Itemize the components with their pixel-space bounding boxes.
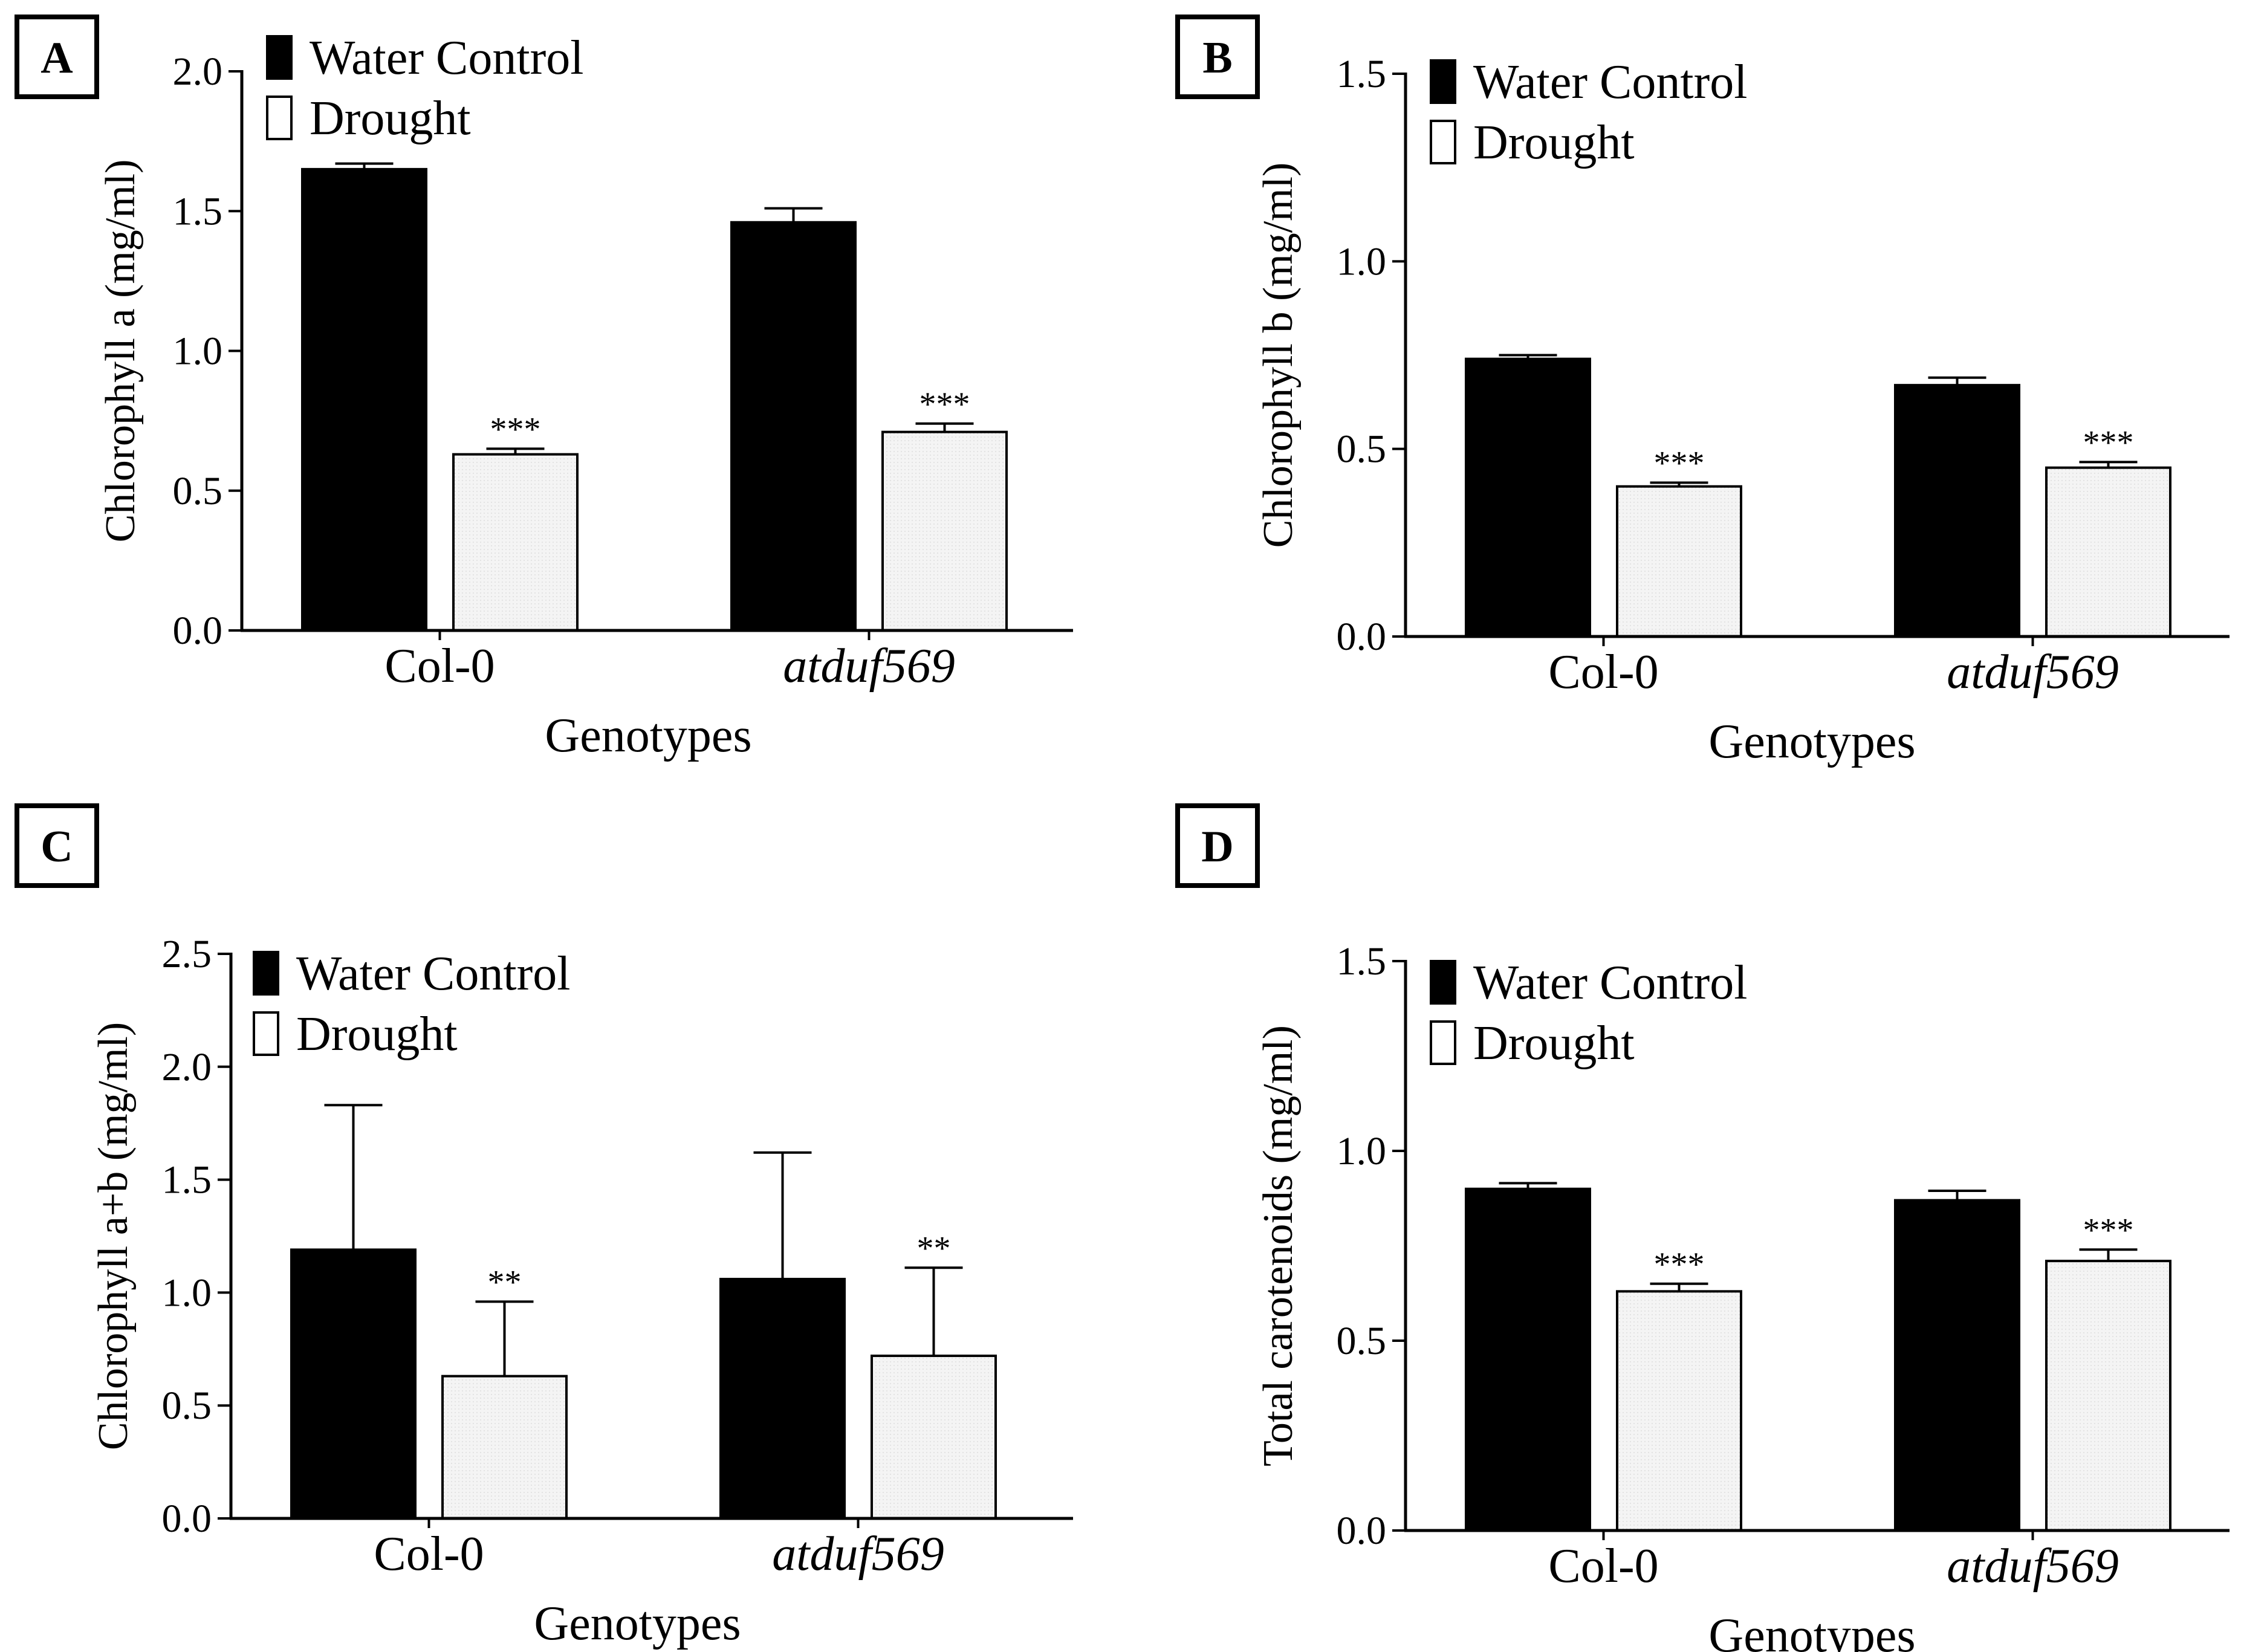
panel-b: B *** Col-0 *** atduf569 0.0 0.5 1.0 1.5 Chloroph…	[1175, 15, 2230, 768]
y-tick-label: 1.5	[173, 189, 223, 233]
bar-drought	[1616, 1290, 1742, 1532]
x-tick-label: atduf569	[783, 640, 955, 693]
panel-label: B	[1202, 33, 1232, 83]
legend-label-water-control: Water Control	[1473, 56, 1747, 109]
x-tick-label: atduf569	[772, 1527, 944, 1581]
bar-drought	[871, 1355, 997, 1520]
x-axis-title: Genotypes	[1708, 1609, 1915, 1652]
legend-label-drought: Drought	[310, 92, 471, 145]
y-tick-label: 0.0	[1337, 615, 1387, 659]
x-tick-label: atduf569	[1947, 646, 2118, 699]
legend: Water Control Drought	[266, 31, 583, 145]
legend-label-drought: Drought	[296, 1008, 458, 1061]
bar-water-control	[730, 221, 857, 632]
legend-swatch-water-control	[1430, 960, 1456, 1005]
y-tick-label: 0.5	[1337, 1319, 1387, 1363]
bar-water-control	[290, 1248, 417, 1520]
y-axis-title: Total carotenoids (mg/ml)	[1255, 1025, 1302, 1466]
x-axis-title: Genotypes	[534, 1597, 741, 1650]
y-tick-label: 1.5	[162, 1158, 212, 1202]
y-tick-label: 0.5	[162, 1384, 212, 1428]
y-tick-label: 1.0	[162, 1271, 212, 1315]
legend: Water Control Drought	[1430, 956, 1747, 1070]
panel-label-box	[15, 15, 99, 99]
panel-label: D	[1201, 822, 1233, 872]
y-tick-label: 1.5	[1337, 52, 1387, 96]
significance-label: ***	[490, 410, 541, 448]
legend-label-drought: Drought	[1473, 116, 1635, 169]
y-tick-label: 0.5	[1337, 427, 1387, 471]
significance-label: ***	[2083, 424, 2134, 461]
y-tick-label: 1.0	[173, 329, 223, 374]
legend-swatch-drought	[253, 1011, 279, 1056]
y-tick-label: 1.0	[1337, 239, 1387, 283]
y-axis-title: Chlorophyll a+b (mg/ml)	[90, 1022, 137, 1450]
legend-swatch-drought	[1430, 120, 1456, 164]
panel-label-box	[15, 803, 99, 888]
y-tick-label: 1.5	[1337, 939, 1387, 983]
legend-label-drought: Drought	[1473, 1017, 1635, 1070]
bar-water-control	[1465, 1187, 1591, 1532]
panel-a: A *** Col-0 *** atduf569 0.0 0.5 1.0 1.5 2.0 Chlor…	[15, 15, 1073, 762]
legend-swatch-water-control	[253, 951, 279, 996]
significance-label: ***	[1654, 1246, 1705, 1283]
bar-drought	[1616, 485, 1742, 638]
x-tick-label: Col-0	[1548, 646, 1658, 699]
y-tick-label: 0.0	[1337, 1509, 1387, 1553]
panel-label: A	[41, 33, 73, 83]
legend-swatch-water-control	[1430, 59, 1456, 104]
bar-water-control	[1465, 357, 1591, 638]
legend-swatch-drought	[266, 96, 293, 140]
x-axis-title: Genotypes	[545, 709, 751, 762]
y-tick-label: 2.0	[162, 1045, 212, 1089]
y-axis-title: Chlorophyll a (mg/ml)	[97, 160, 144, 543]
y-tick-label: 1.0	[1337, 1129, 1387, 1173]
bar-water-control	[301, 167, 427, 632]
legend: Water Control Drought	[253, 947, 570, 1061]
bar-drought	[2045, 1260, 2171, 1532]
y-axis-title: Chlorophyll b (mg/ml)	[1255, 163, 1302, 548]
legend-swatch-water-control	[266, 35, 293, 80]
legend-label-water-control: Water Control	[1473, 956, 1747, 1009]
y-tick-label: 2.0	[173, 50, 223, 94]
bar-drought	[881, 430, 1008, 632]
x-tick-label: Col-0	[1548, 1540, 1658, 1593]
y-tick-label: 0.0	[162, 1497, 212, 1541]
panel-d: D *** Col-0 *** atduf569 0.0 0.5 1.0 1.5 Total ca…	[1175, 803, 2230, 1652]
bar-drought	[452, 453, 579, 632]
panel-label-box	[1175, 15, 1260, 99]
significance-label: ***	[2083, 1211, 2134, 1249]
x-tick-label: atduf569	[1947, 1540, 2118, 1593]
bar-water-control	[1894, 384, 2020, 638]
panel-c: C ** Col-0 ** atduf569 0.0 0.5 1.0 1.5 2.0 2.5 Chlo…	[15, 803, 1073, 1650]
x-tick-label: Col-0	[374, 1527, 484, 1581]
legend-swatch-drought	[1430, 1020, 1456, 1065]
bar-drought	[2045, 466, 2171, 638]
x-tick-label: Col-0	[384, 640, 495, 693]
panel-label: C	[41, 822, 73, 872]
bar-water-control	[1894, 1199, 2020, 1532]
bar-water-control	[719, 1277, 846, 1520]
significance-label: ***	[919, 386, 970, 423]
legend: Water Control Drought	[1430, 56, 1747, 169]
significance-label: **	[488, 1263, 522, 1301]
y-tick-label: 2.5	[162, 932, 212, 976]
significance-label: **	[917, 1229, 951, 1267]
legend-label-water-control: Water Control	[296, 947, 570, 1000]
significance-label: ***	[1654, 445, 1705, 482]
y-tick-label: 0.0	[173, 609, 223, 653]
bar-drought	[441, 1375, 568, 1520]
x-axis-title: Genotypes	[1708, 715, 1915, 768]
panel-label-box	[1175, 803, 1260, 888]
y-tick-label: 0.5	[173, 469, 223, 513]
legend-label-water-control: Water Control	[310, 31, 583, 85]
